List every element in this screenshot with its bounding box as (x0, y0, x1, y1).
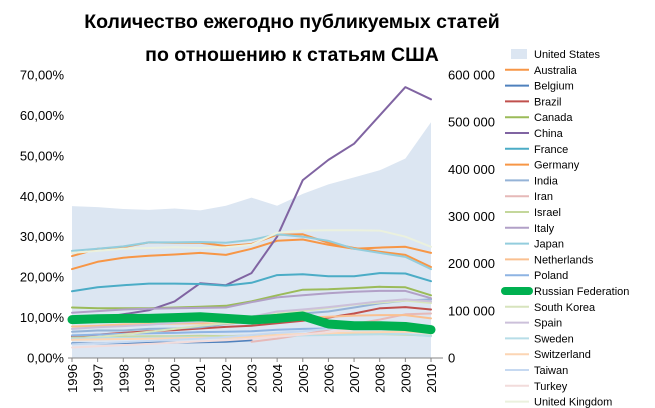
x-tick-label: 1996 (65, 364, 80, 393)
series-line-china (71, 86, 432, 324)
x-tick-label: 1998 (116, 364, 131, 393)
legend-label-france: France (534, 144, 568, 156)
y-right-tick-label: 500 000 (448, 115, 495, 130)
legend-label-australia: Australia (534, 65, 578, 77)
y-left-tick-label: 50,00% (20, 148, 65, 163)
y-right-tick-label: 100 000 (448, 303, 495, 318)
series-line-italy (71, 289, 432, 314)
legend-label-switzerland: Switzerland (534, 349, 591, 361)
y-left-tick-label: 30,00% (20, 229, 65, 244)
y-right-tick-label: 200 000 (448, 256, 495, 271)
legend-label-china: China (534, 128, 564, 140)
axis-layer: 0,00% 10,00% 20,00% 30,00% 40,00% 50,00% 60,00… (20, 68, 495, 393)
legend-label-united-states: United States (534, 49, 601, 61)
series-line-russian-federation (67, 311, 436, 335)
legend-label-russian-federation: Russian Federation (534, 286, 629, 298)
legend-label-brazil: Brazil (534, 96, 562, 108)
x-tick-label: 2010 (424, 364, 439, 393)
chart-title-line2: по отношению к статьям США (145, 44, 439, 66)
y-left-tick-label: 20,00% (20, 270, 65, 285)
x-tick-label: 2004 (270, 364, 285, 393)
legend-label-japan: Japan (534, 239, 564, 251)
y-right-tick-label: 600 000 (448, 68, 495, 83)
x-tick-label: 2005 (296, 364, 311, 393)
y-left-tick-label: 0,00% (27, 351, 64, 366)
x-tick-label: 1999 (142, 364, 157, 393)
legend-label-israel: Israel (534, 207, 561, 219)
legend-label-india: India (534, 175, 559, 187)
series-line-australia (71, 238, 432, 271)
legend-label-united-kingdom: United Kingdom (534, 397, 612, 408)
x-tick-label: 2008 (373, 364, 388, 393)
series-line-switzerland (71, 330, 432, 341)
x-tick-label: 1997 (91, 364, 106, 393)
x-tick-label: 2009 (398, 364, 413, 393)
legend-label-netherlands: Netherlands (534, 254, 594, 266)
x-tick-label: 2006 (321, 364, 336, 393)
legend-label-south-korea: South Korea (534, 302, 596, 314)
y-left-tick-label: 70,00% (20, 68, 65, 83)
legend-label-belgium: Belgium (534, 81, 574, 93)
y-left-tick-label: 60,00% (20, 108, 65, 123)
legend-label-canada: Canada (534, 112, 573, 124)
legend-label-poland: Poland (534, 270, 568, 282)
series-line-united-kingdom (71, 229, 432, 254)
y-right-tick-label: 0 (448, 351, 455, 366)
y-right-tick-label: 300 000 (448, 209, 495, 224)
x-tick-label: 2003 (245, 364, 260, 393)
x-tick-label: 2002 (219, 364, 234, 393)
legend-label-germany: Germany (534, 160, 580, 172)
legend-label-italy: Italy (534, 223, 555, 235)
legend-swatch-united-states (511, 49, 527, 59)
legend-label-turkey: Turkey (534, 381, 568, 393)
series-line-france (71, 272, 432, 293)
x-tick-label: 2000 (168, 364, 183, 393)
series-line-brazil (71, 306, 432, 338)
legend-label-spain: Spain (534, 318, 562, 330)
y-right-tick-label: 400 000 (448, 162, 495, 177)
series-line-japan (71, 233, 432, 271)
y-left-tick-label: 40,00% (20, 189, 65, 204)
legend: United States Australia Belgium Brazil Canad… (501, 49, 629, 408)
legend-label-taiwan: Taiwan (534, 365, 568, 377)
legend-label-iran: Iran (534, 191, 553, 203)
x-tick-label: 2007 (347, 364, 362, 393)
chart-title-line1: Количество ежегодно публикуемых статей (84, 11, 500, 33)
legend-label-sweden: Sweden (534, 333, 574, 345)
x-tick-label: 2001 (193, 364, 208, 393)
y-left-tick-label: 10,00% (20, 310, 65, 325)
line-layer (67, 86, 436, 349)
